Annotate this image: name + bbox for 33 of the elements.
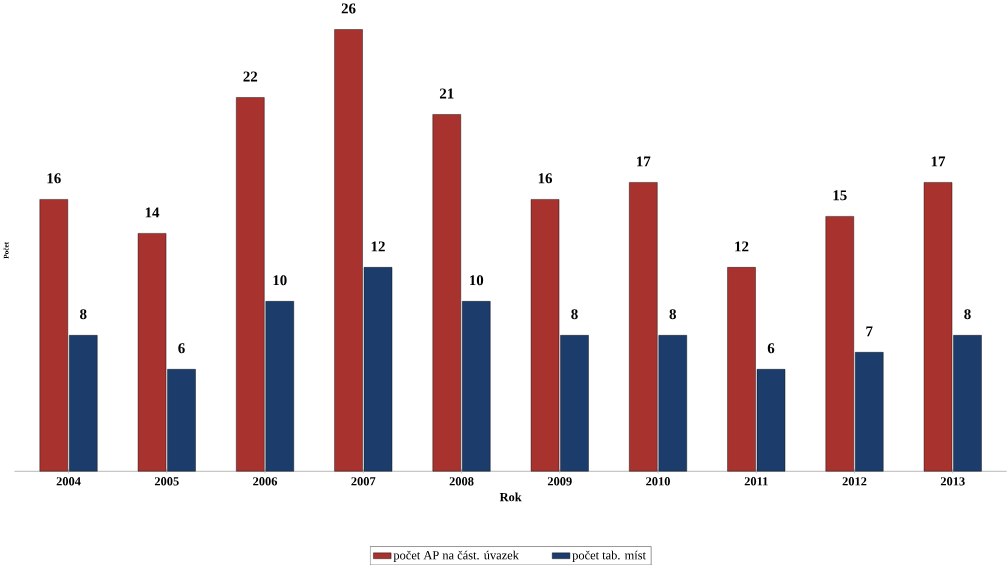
data-label: 14 xyxy=(145,207,160,218)
data-label: 16 xyxy=(47,173,61,184)
data-label: 15 xyxy=(833,190,847,201)
data-label: 6 xyxy=(178,343,185,354)
data-label: 8 xyxy=(964,309,971,320)
data-label: 22 xyxy=(243,71,258,82)
data-label: 10 xyxy=(273,275,287,286)
data-label: 17 xyxy=(931,156,946,167)
x-tick-label: 2011 xyxy=(744,477,768,486)
legend-label: počet tab. míst xyxy=(572,550,646,562)
data-label: 21 xyxy=(439,88,454,99)
x-tick-label: 2008 xyxy=(449,477,474,486)
data-label: 12 xyxy=(735,241,749,252)
x-tick-label: 2013 xyxy=(940,477,965,486)
data-label: 7 xyxy=(866,326,873,337)
x-tick-label: 2012 xyxy=(842,477,867,486)
x-tick-label: 2006 xyxy=(253,477,278,486)
data-label: 16 xyxy=(538,173,553,184)
data-label: 8 xyxy=(80,309,87,320)
x-tick-label: 2005 xyxy=(154,477,179,486)
x-tick-label: 2007 xyxy=(351,477,376,486)
data-label: 26 xyxy=(341,3,356,14)
data-label: 10 xyxy=(470,275,484,286)
data-label: 8 xyxy=(669,309,676,320)
data-label: 12 xyxy=(371,241,385,252)
data-label: 17 xyxy=(637,156,651,167)
x-tick-label: 2009 xyxy=(547,477,572,486)
data-label: 6 xyxy=(767,343,775,354)
legend-label: počet AP na část. úvazek xyxy=(393,550,519,562)
x-axis-title: Rok xyxy=(499,492,522,502)
x-tick-label: 2010 xyxy=(646,477,670,486)
data-label: 8 xyxy=(571,309,578,320)
x-tick-label: 2004 xyxy=(56,477,81,486)
